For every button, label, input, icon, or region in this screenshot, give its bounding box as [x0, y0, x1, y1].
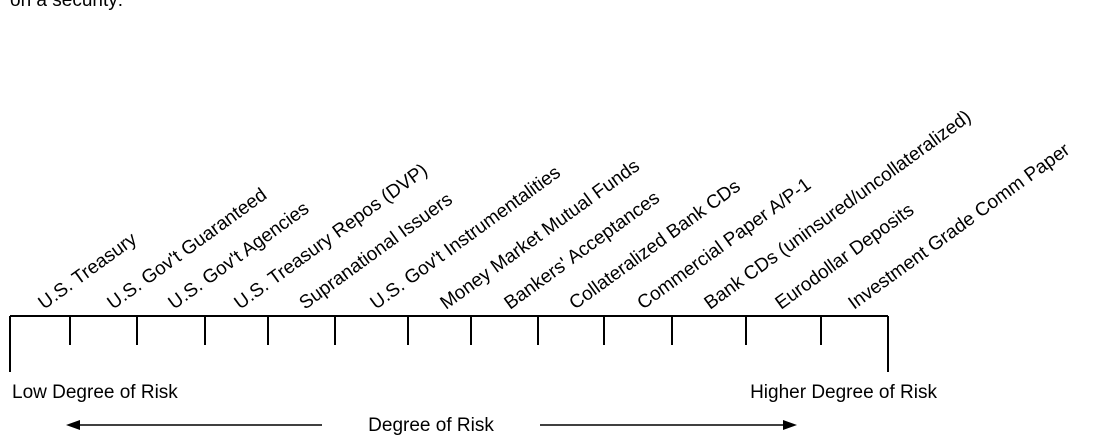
- instrument-label: Bank CDs (uninsured/uncollateralized): [701, 106, 976, 314]
- risk-scale: [9, 315, 889, 372]
- right-arrowhead-icon: [783, 420, 797, 430]
- scale-ticks: [69, 316, 822, 345]
- high-risk-label: Higher Degree of Risk: [750, 382, 937, 403]
- left-arrowhead-icon: [66, 420, 80, 430]
- low-risk-label: Low Degree of Risk: [12, 382, 178, 403]
- axis-label: Degree of Risk: [368, 415, 494, 436]
- intro-fragment: on a security:: [10, 0, 123, 11]
- degree-of-risk-axis: Degree of Risk: [66, 415, 797, 436]
